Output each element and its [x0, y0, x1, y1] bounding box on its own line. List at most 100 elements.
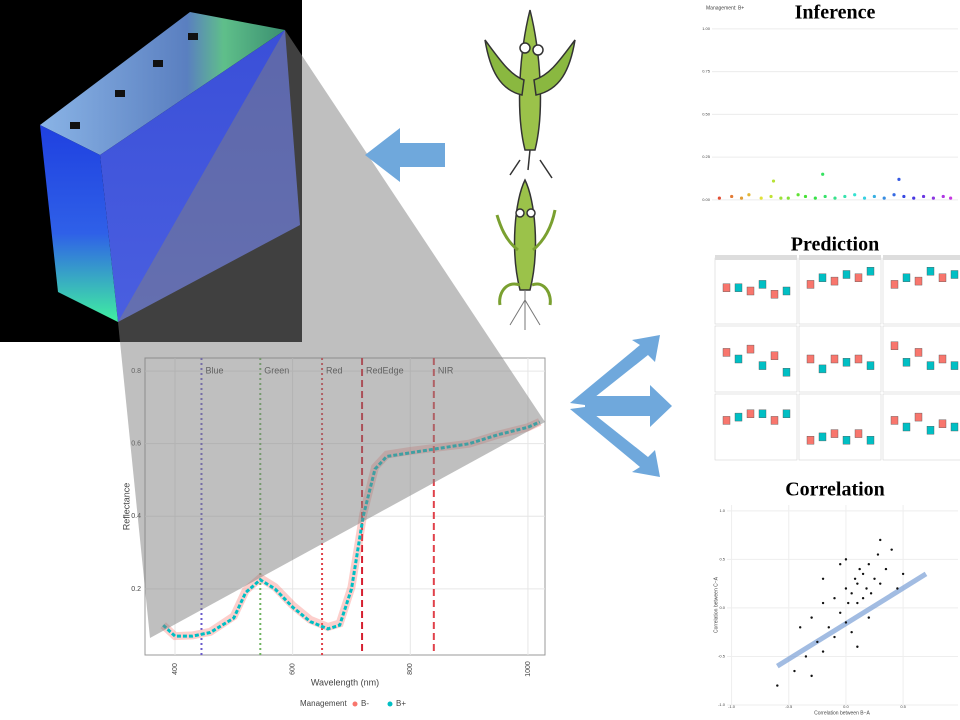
x-tick-label: 0.5 — [900, 704, 906, 709]
box — [890, 341, 899, 350]
point — [921, 194, 926, 199]
box — [938, 273, 947, 282]
point — [861, 597, 865, 600]
x-axis-title: Correlation between B−A — [814, 710, 870, 716]
box — [806, 354, 815, 364]
point — [786, 196, 790, 200]
point — [856, 645, 859, 648]
point — [931, 196, 936, 200]
box — [914, 276, 923, 286]
box — [842, 358, 851, 367]
point — [901, 572, 905, 576]
point — [813, 196, 817, 200]
box — [830, 354, 839, 364]
point — [865, 587, 868, 590]
point — [896, 587, 899, 590]
x-tick-label: 1000 — [525, 661, 532, 677]
point — [796, 193, 800, 197]
point — [949, 196, 953, 200]
panel-title: Correlation — [785, 479, 885, 501]
point — [816, 640, 819, 644]
point — [897, 177, 901, 181]
facet — [714, 325, 798, 393]
point — [902, 194, 906, 199]
box — [770, 416, 779, 425]
facet — [882, 257, 960, 325]
point — [844, 621, 848, 624]
box — [746, 344, 755, 354]
y-tick-label: 0.2 — [131, 586, 141, 593]
y-tick-label: 0.00 — [702, 197, 711, 202]
point — [869, 592, 873, 595]
point — [850, 592, 853, 595]
box — [770, 351, 779, 360]
box — [734, 412, 743, 422]
box — [782, 368, 791, 377]
y-tick-label: 0.0 — [719, 605, 725, 610]
box — [806, 436, 815, 445]
fit-line — [775, 571, 928, 669]
box — [830, 429, 839, 438]
point — [739, 196, 744, 200]
point — [844, 558, 848, 561]
x-tick-label: 600 — [289, 663, 296, 675]
box — [950, 422, 959, 432]
x-tick-label: -1.0 — [728, 704, 736, 709]
box — [938, 419, 947, 428]
point — [776, 684, 779, 687]
facet — [798, 393, 882, 461]
point — [872, 194, 876, 199]
facet — [714, 393, 798, 461]
facet — [882, 325, 960, 393]
legend-swatch — [387, 701, 393, 707]
facet — [882, 393, 960, 461]
point — [833, 196, 837, 200]
box — [914, 348, 923, 357]
facet-strip — [883, 255, 960, 260]
box — [866, 361, 875, 370]
box — [722, 348, 731, 357]
y-tick-label: 0.50 — [702, 111, 711, 116]
point — [839, 611, 842, 614]
point — [833, 597, 836, 600]
legend-swatch — [352, 701, 358, 707]
point — [793, 669, 796, 673]
y-tick-label: 0.4 — [131, 513, 141, 520]
y-axis-title: Correlation between C−A — [713, 576, 719, 633]
y-tick-label: 0.75 — [702, 69, 711, 74]
point — [810, 674, 813, 678]
point — [771, 179, 776, 183]
point — [821, 577, 825, 580]
box — [782, 286, 791, 296]
box — [890, 416, 899, 425]
box — [818, 273, 827, 282]
point — [890, 548, 893, 551]
y-tick-label: 0.5 — [719, 556, 725, 561]
point — [759, 196, 763, 200]
x-tick-label: 0.0 — [843, 704, 849, 709]
facet-strip — [799, 255, 881, 260]
box — [950, 270, 959, 279]
projection — [118, 30, 545, 638]
y-tick-label: -1.0 — [718, 702, 726, 707]
box — [926, 426, 935, 435]
point — [821, 172, 825, 176]
point — [856, 582, 859, 585]
point — [882, 196, 886, 200]
box — [746, 409, 755, 418]
arrows — [365, 128, 672, 477]
point — [853, 193, 857, 197]
point — [769, 194, 773, 199]
point — [844, 587, 848, 590]
point — [804, 655, 808, 658]
box — [938, 354, 947, 364]
box — [866, 436, 875, 445]
box — [950, 361, 959, 370]
box — [842, 436, 851, 445]
x-tick-label: 400 — [172, 663, 179, 675]
point — [779, 196, 783, 200]
box — [866, 267, 875, 276]
point — [867, 616, 871, 619]
